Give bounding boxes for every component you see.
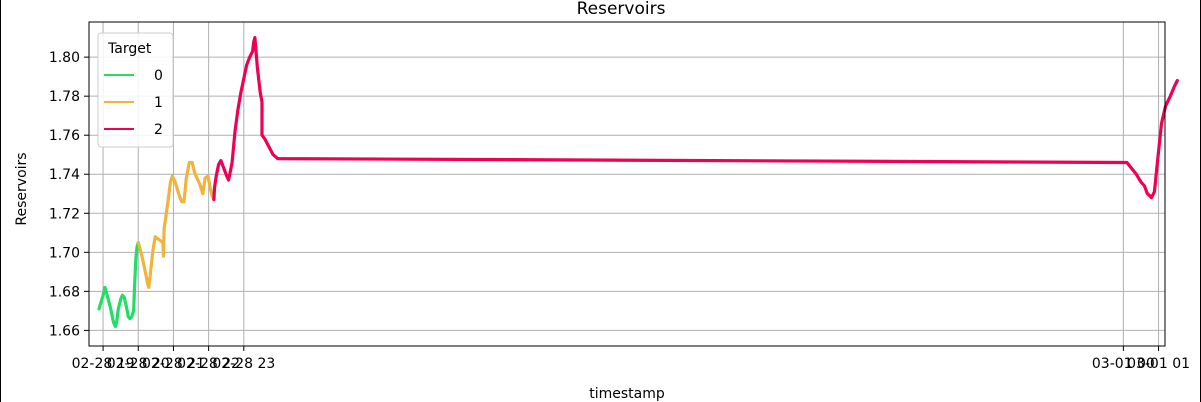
legend-entries: 0 1 2 bbox=[104, 68, 163, 138]
y-axis-ticks: 1.66 1.68 1.70 1.72 1.74 1.76 1.78 1.80 bbox=[49, 50, 89, 339]
legend-label-0: 0 bbox=[154, 68, 163, 84]
x-tick-label: 02-28 19 bbox=[72, 356, 135, 372]
y-tick-label: 1.68 bbox=[49, 284, 80, 300]
legend-label-1: 1 bbox=[154, 95, 163, 111]
y-tick-label: 1.74 bbox=[49, 167, 80, 183]
x-tick-label: 02-28 23 bbox=[212, 356, 275, 372]
plot-area-frame bbox=[88, 21, 1166, 347]
y-tick-label: 1.72 bbox=[49, 206, 80, 222]
series-line-2 bbox=[212, 35, 1179, 202]
legend: Target 0 1 2 bbox=[97, 32, 174, 148]
legend-title: Target bbox=[107, 41, 152, 57]
y-tick-label: 1.76 bbox=[49, 128, 80, 144]
legend-label-2: 2 bbox=[154, 122, 163, 138]
y-tick-label: 1.70 bbox=[49, 245, 80, 261]
x-tick-label: 02-28 20 bbox=[107, 356, 170, 372]
y-tick-label: 1.66 bbox=[49, 323, 80, 339]
y-tick-label: 1.78 bbox=[49, 89, 80, 105]
y-axis-label: Reservoirs bbox=[14, 152, 30, 225]
x-tick-label: 03-01 00 bbox=[1092, 356, 1155, 372]
series-line-0 bbox=[97, 241, 140, 329]
series-layer bbox=[97, 35, 1179, 329]
series-line-1 bbox=[136, 160, 216, 289]
x-axis-label: timestamp bbox=[589, 386, 665, 402]
x-tick-label: 02-28 21 bbox=[142, 356, 205, 372]
x-tick-label: 03-01 01 bbox=[1127, 356, 1190, 372]
legend-box bbox=[97, 32, 174, 148]
y-tick-label: 1.80 bbox=[49, 50, 80, 66]
x-tick-label: 02-28 22 bbox=[177, 356, 240, 372]
chart-title: Reservoirs bbox=[577, 0, 666, 19]
